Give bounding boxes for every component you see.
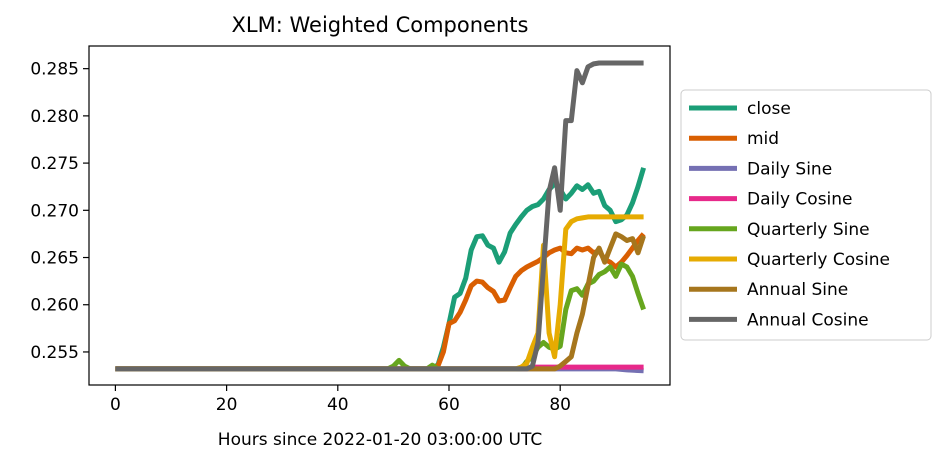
legend-label-5: Quarterly Cosine <box>747 250 890 270</box>
legend-label-6: Annual Sine <box>747 280 848 300</box>
x-axis-label: Hours since 2022-01-20 03:00:00 UTC <box>218 430 542 450</box>
chart-title: XLM: Weighted Components <box>232 13 529 37</box>
y-tick-label-6: 0.285 <box>30 60 79 80</box>
legend-label-3: Daily Cosine <box>747 190 853 210</box>
legend: close mid Daily Sine Daily Cosine Quarterly … <box>680 89 932 341</box>
series-line-5 <box>115 214 644 372</box>
y-tick-label-2: 0.265 <box>30 249 79 269</box>
plot-frame <box>88 45 671 386</box>
legend-label-7: Annual Cosine <box>747 310 869 330</box>
x-tick-label-0: 0 <box>110 395 121 415</box>
x-tick-label-3: 60 <box>438 395 460 415</box>
y-tick-label-5: 0.280 <box>30 107 79 127</box>
series-layer <box>115 60 646 374</box>
x-axis: 0 20 40 60 80 <box>110 385 571 415</box>
legend-label-1: mid <box>747 129 779 149</box>
y-tick-label-0: 0.255 <box>30 343 79 363</box>
legend-label-2: Daily Sine <box>747 159 832 179</box>
x-tick-label-1: 20 <box>216 395 238 415</box>
y-tick-label-4: 0.275 <box>30 154 79 174</box>
legend-box <box>680 89 932 341</box>
series-line-7 <box>115 60 644 372</box>
series-line-0 <box>115 167 646 372</box>
x-tick-label-2: 40 <box>327 395 349 415</box>
y-axis: 0.255 0.260 0.265 0.270 0.275 0.280 0.285 <box>30 60 89 363</box>
series-line-6 <box>115 231 646 372</box>
y-tick-label-3: 0.270 <box>30 201 79 221</box>
legend-label-0: close <box>747 99 791 119</box>
x-tick-label-4: 80 <box>549 395 571 415</box>
legend-label-4: Quarterly Sine <box>747 220 870 240</box>
y-tick-label-1: 0.260 <box>30 296 79 316</box>
